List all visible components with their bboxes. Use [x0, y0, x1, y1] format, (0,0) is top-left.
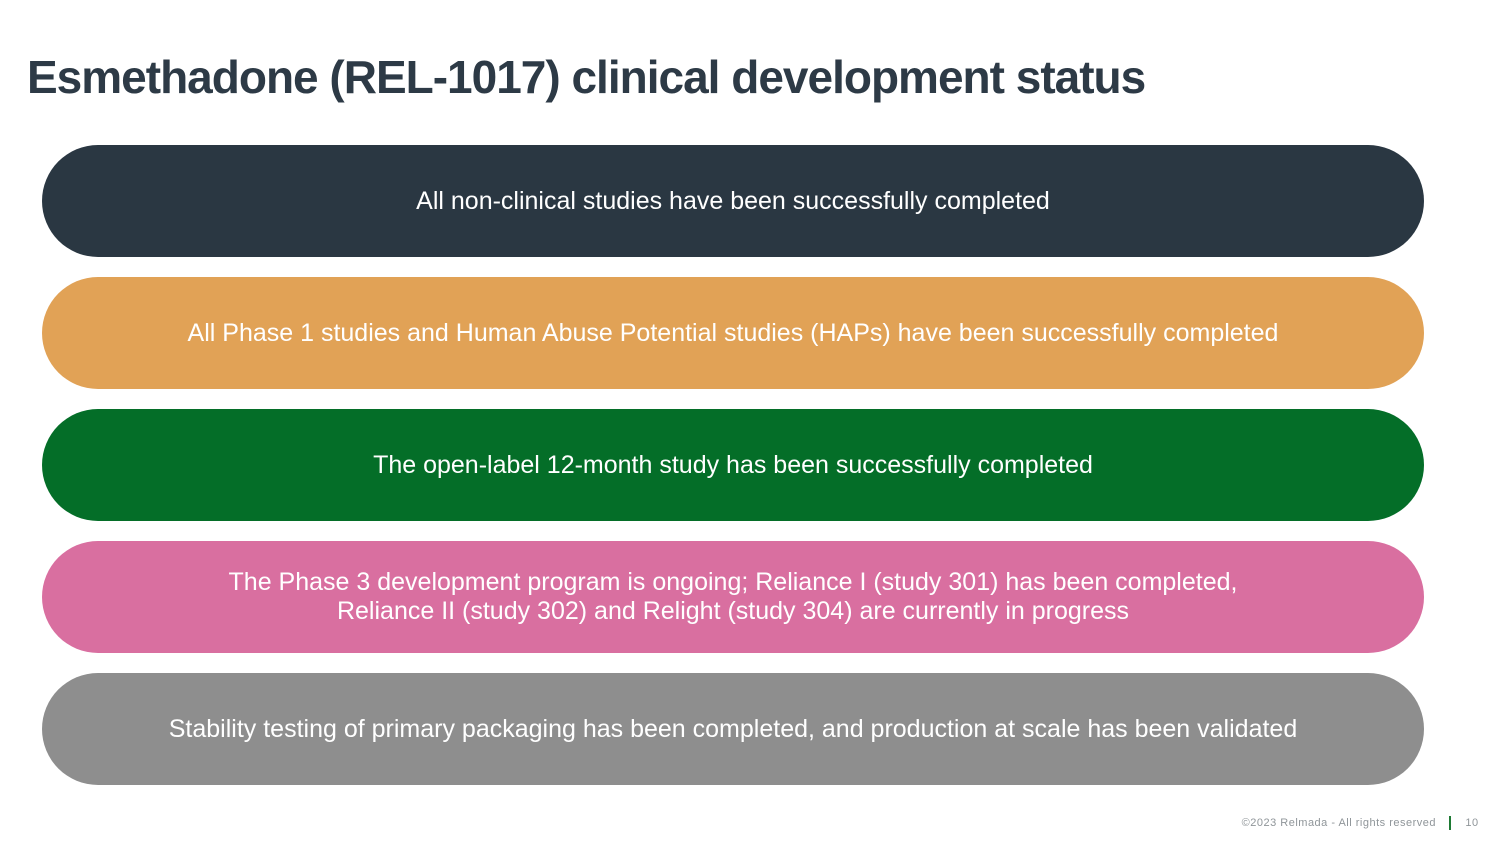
banner-phase3-program-label: The Phase 3 development program is ongoi…: [228, 568, 1238, 625]
status-banner-list: All non-clinical studies have been succe…: [42, 145, 1424, 805]
slide-footer: ©2023 Relmada - All rights reserved 10: [1242, 816, 1480, 830]
banner-open-label-study: The open-label 12-month study has been s…: [42, 409, 1424, 521]
banner-open-label-study-label: The open-label 12-month study has been s…: [373, 450, 1093, 479]
page-number: 10: [1465, 817, 1479, 829]
banner-non-clinical-studies-label: All non-clinical studies have been succe…: [416, 186, 1050, 215]
banner-stability-testing: Stability testing of primary packaging h…: [42, 673, 1424, 785]
footer-divider: [1449, 816, 1451, 830]
banner-stability-testing-label: Stability testing of primary packaging h…: [168, 714, 1298, 743]
copyright-text: ©2023 Relmada - All rights reserved: [1241, 817, 1436, 829]
banner-phase1-hap-studies-label: All Phase 1 studies and Human Abuse Pote…: [187, 318, 1279, 347]
banner-phase1-hap-studies: All Phase 1 studies and Human Abuse Pote…: [42, 277, 1424, 389]
banner-non-clinical-studies: All non-clinical studies have been succe…: [42, 145, 1424, 257]
banner-phase3-program: The Phase 3 development program is ongoi…: [42, 541, 1424, 653]
page-title: Esmethadone (REL-1017) clinical developm…: [27, 50, 1146, 103]
